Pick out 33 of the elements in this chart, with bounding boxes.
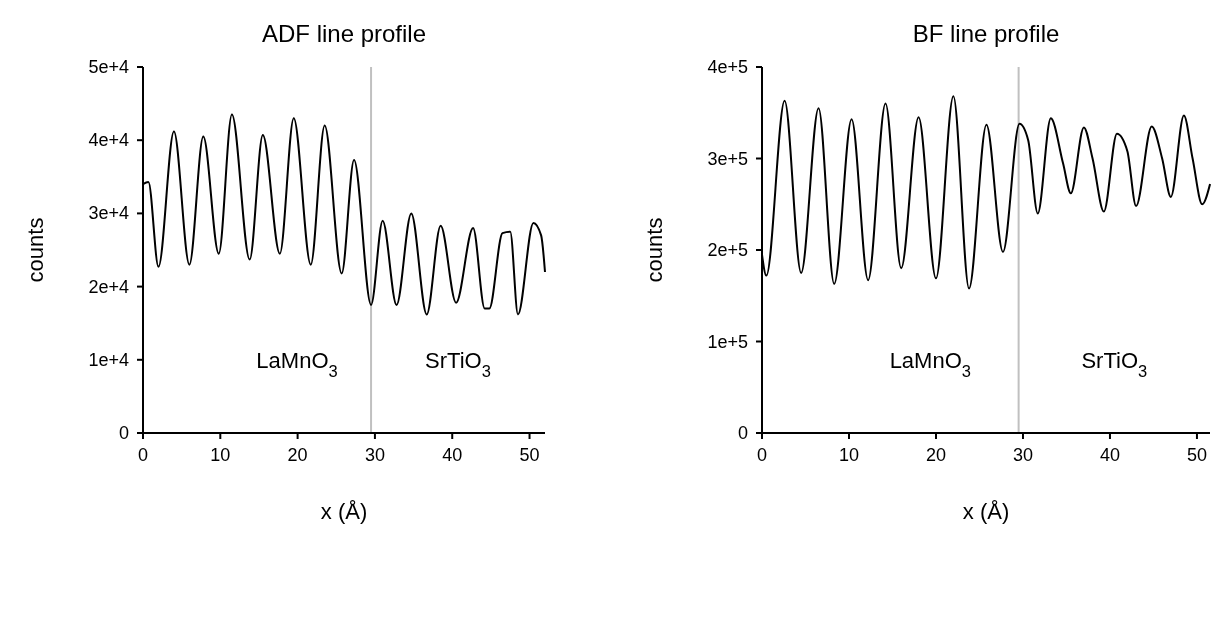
x-tick-label: 30	[1012, 445, 1033, 465]
y-tick-label: 4e+4	[88, 130, 129, 151]
y-tick-label: 0	[737, 423, 748, 443]
y-tick-label: 5e+4	[88, 57, 129, 77]
x-tick-label: 50	[519, 445, 540, 465]
x-axis-title: x (Å)	[320, 499, 368, 524]
annotation: SrTiO$_{3}$	[425, 347, 491, 380]
annotation: LaMnO$_{3}$	[889, 347, 971, 380]
annotation: LaMnO$_{3}$	[256, 347, 338, 380]
x-tick-label: 20	[925, 445, 946, 465]
y-tick-label: 4e+5	[707, 57, 748, 77]
y-tick-label: 3e+4	[88, 203, 129, 224]
y-tick-label: 0	[118, 423, 129, 443]
chart-title: BF line profile	[912, 20, 1060, 47]
y-tick-label: 3e+5	[707, 148, 748, 169]
x-tick-label: 0	[756, 445, 768, 465]
x-tick-label: 20	[287, 445, 308, 465]
y-tick-label: 2e+4	[88, 276, 129, 297]
y-tick-label: 1e+4	[88, 349, 129, 370]
x-tick-label: 0	[137, 445, 149, 465]
y-tick-label: 1e+5	[707, 331, 748, 352]
chart-title: ADF line profile	[261, 20, 427, 47]
x-tick-label: 10	[210, 445, 231, 465]
y-axis-title: counts	[642, 217, 667, 283]
x-tick-label: 40	[1099, 445, 1120, 465]
annotation: SrTiO$_{3}$	[1081, 347, 1148, 380]
x-tick-label: 40	[442, 445, 463, 465]
y-axis-title: counts	[23, 217, 48, 283]
x-tick-label: 10	[838, 445, 860, 465]
y-tick-label: 2e+5	[707, 240, 748, 260]
x-tick-label: 50	[1186, 445, 1207, 465]
x-axis-title: x (Å)	[962, 499, 1010, 524]
x-tick-label: 30	[364, 445, 385, 465]
